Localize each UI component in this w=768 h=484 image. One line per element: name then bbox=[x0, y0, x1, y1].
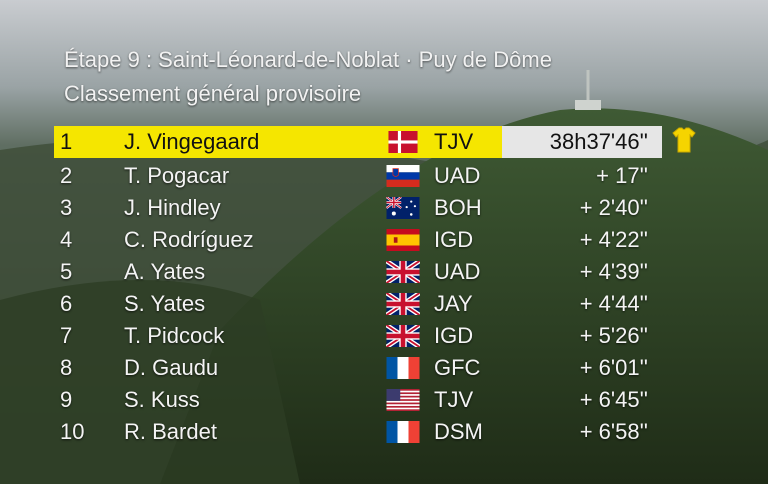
rider-name: T. Pidcock bbox=[124, 323, 225, 348]
position: 4 bbox=[60, 227, 73, 252]
standings-subtitle: Classement général provisoire bbox=[64, 81, 362, 106]
gc-time: + 6'58'' bbox=[579, 419, 648, 444]
gc-time: + 4'39'' bbox=[579, 259, 648, 284]
position: 6 bbox=[60, 291, 73, 316]
denmark-flag-icon bbox=[386, 131, 420, 153]
rider-name: D. Gaudu bbox=[124, 355, 219, 380]
position: 2 bbox=[60, 163, 73, 188]
standing-row-7: 7 T. Pidcock IGD + 5'26'' bbox=[54, 320, 662, 352]
team-code: JAY bbox=[434, 291, 473, 316]
team-code: TJV bbox=[434, 129, 474, 154]
great-britain-flag-icon bbox=[386, 293, 420, 315]
rider-name: S. Kuss bbox=[124, 387, 200, 412]
standing-row-1: 1 J. Vingegaard TJV 38h37'46'' bbox=[54, 126, 662, 158]
stage-title: Étape 9 : Saint-Léonard-de-Noblat · Puy … bbox=[64, 47, 552, 72]
australia-flag-icon bbox=[386, 197, 420, 219]
great-britain-flag-icon bbox=[386, 261, 420, 283]
position: 5 bbox=[60, 259, 73, 284]
position: 10 bbox=[60, 419, 85, 444]
team-code: IGD bbox=[434, 323, 474, 348]
gc-time: + 4'22'' bbox=[579, 227, 648, 252]
rider-name: T. Pogacar bbox=[124, 163, 230, 188]
great-britain-flag-icon bbox=[386, 325, 420, 347]
yellow-jersey-icon bbox=[672, 127, 696, 153]
france-flag-icon bbox=[386, 357, 420, 379]
gc-time: + 2'40'' bbox=[579, 195, 648, 220]
standing-row-10: 10 R. Bardet DSM + 6'58'' bbox=[54, 416, 662, 448]
position: 3 bbox=[60, 195, 73, 220]
standing-row-4: 4 C. Rodríguez IGD + 4'22'' bbox=[54, 224, 662, 256]
rider-name: J. Vingegaard bbox=[124, 129, 260, 154]
position: 1 bbox=[60, 129, 73, 154]
standing-row-2: 2 T. Pogacar UAD + 17'' bbox=[54, 160, 662, 192]
gc-time: + 6'45'' bbox=[579, 387, 648, 412]
gc-time: 38h37'46'' bbox=[549, 129, 648, 154]
gc-time: + 4'44'' bbox=[579, 291, 648, 316]
position: 8 bbox=[60, 355, 73, 380]
gc-time: + 17'' bbox=[596, 163, 648, 188]
rider-name: C. Rodríguez bbox=[124, 227, 254, 252]
gc-time: + 6'01'' bbox=[579, 355, 648, 380]
team-code: GFC bbox=[434, 355, 481, 380]
team-code: UAD bbox=[434, 163, 481, 188]
leader-time-box bbox=[502, 126, 662, 158]
rider-name: J. Hindley bbox=[124, 195, 221, 220]
team-code: BOH bbox=[434, 195, 482, 220]
france-flag-icon bbox=[386, 421, 420, 443]
standing-row-9: 9 S. Kuss TJV + 6'45'' bbox=[54, 384, 662, 416]
team-code: DSM bbox=[434, 419, 483, 444]
usa-flag-icon bbox=[386, 389, 420, 411]
gc-time: + 5'26'' bbox=[579, 323, 648, 348]
team-code: UAD bbox=[434, 259, 481, 284]
spain-flag-icon bbox=[386, 229, 420, 251]
standing-row-6: 6 S. Yates JAY + 4'44'' bbox=[54, 288, 662, 320]
rider-name: S. Yates bbox=[124, 291, 206, 316]
position: 9 bbox=[60, 387, 73, 412]
standing-row-5: 5 A. Yates UAD + 4'39'' bbox=[54, 256, 662, 288]
standing-row-8: 8 D. Gaudu GFC + 6'01'' bbox=[54, 352, 662, 384]
rider-name: R. Bardet bbox=[124, 419, 217, 444]
team-code: TJV bbox=[434, 387, 474, 412]
standing-row-3: 3 J. Hindley BOH + 2'40'' bbox=[54, 192, 662, 224]
slovenia-flag-icon bbox=[386, 165, 420, 187]
team-code: IGD bbox=[434, 227, 474, 252]
rider-name: A. Yates bbox=[124, 259, 206, 284]
position: 7 bbox=[60, 323, 73, 348]
